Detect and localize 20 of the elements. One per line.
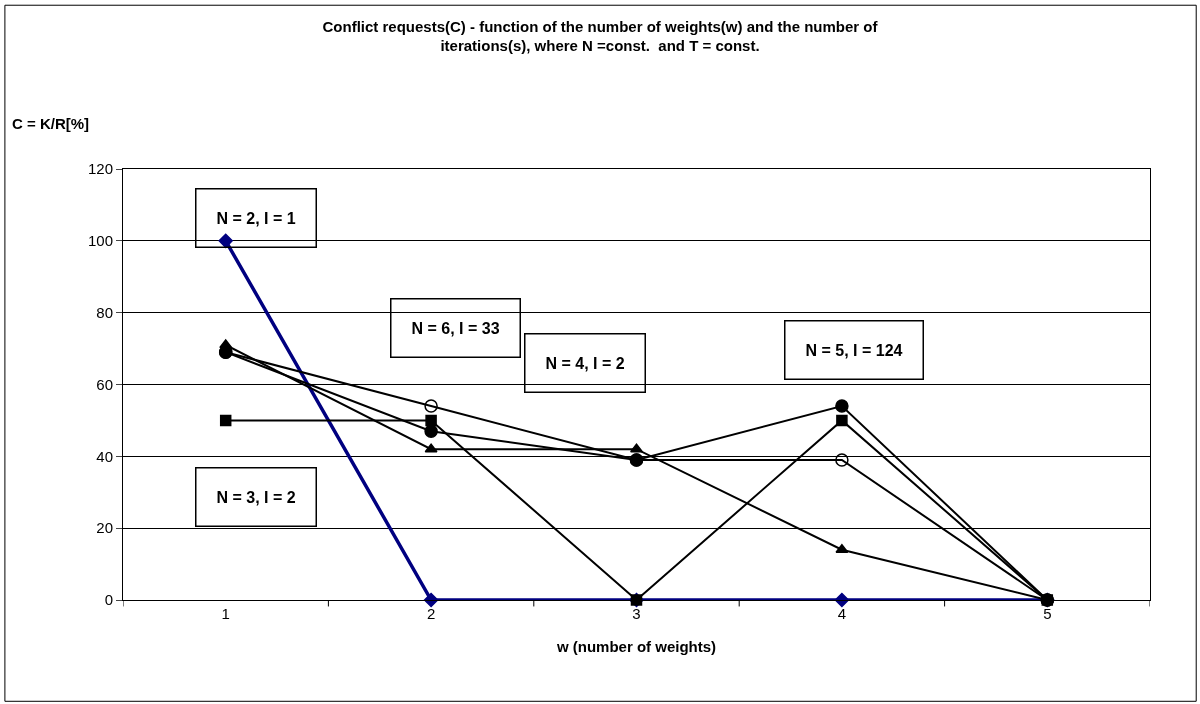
x-tick-label: 2 [426, 605, 436, 622]
chart-title: Conflict requests(C) - function of the number of weights(w) and the number of iterations(s), where N =const. and T = const. [322, 17, 879, 55]
y-tick-label: 100 [87, 232, 113, 250]
y-tick-label: 0 [104, 591, 113, 609]
x-tick-label: 5 [1043, 605, 1052, 622]
annotation: N = 2, I = 1 [216, 209, 296, 227]
annotation: N = 3, I = 2 [216, 488, 296, 506]
x-tick-label: 3 [632, 605, 641, 622]
y-tick-label: 120 [87, 160, 113, 178]
x-tick-label: 4 [837, 605, 847, 622]
x-axis-title: w (number of weights) [555, 638, 717, 655]
annotation: N = 4, I = 2 [545, 354, 625, 372]
x-tick-label: 1 [221, 605, 230, 622]
y-tick-label: 20 [96, 519, 113, 537]
annotation: N = 5, I = 124 [805, 341, 903, 359]
y-tick-label: 80 [96, 303, 113, 321]
annotation: N = 6, I = 33 [411, 319, 500, 337]
y-axis-title: C = K/R[%] [12, 115, 90, 132]
y-tick-label: 40 [96, 447, 113, 465]
y-tick-label: 60 [96, 375, 113, 393]
